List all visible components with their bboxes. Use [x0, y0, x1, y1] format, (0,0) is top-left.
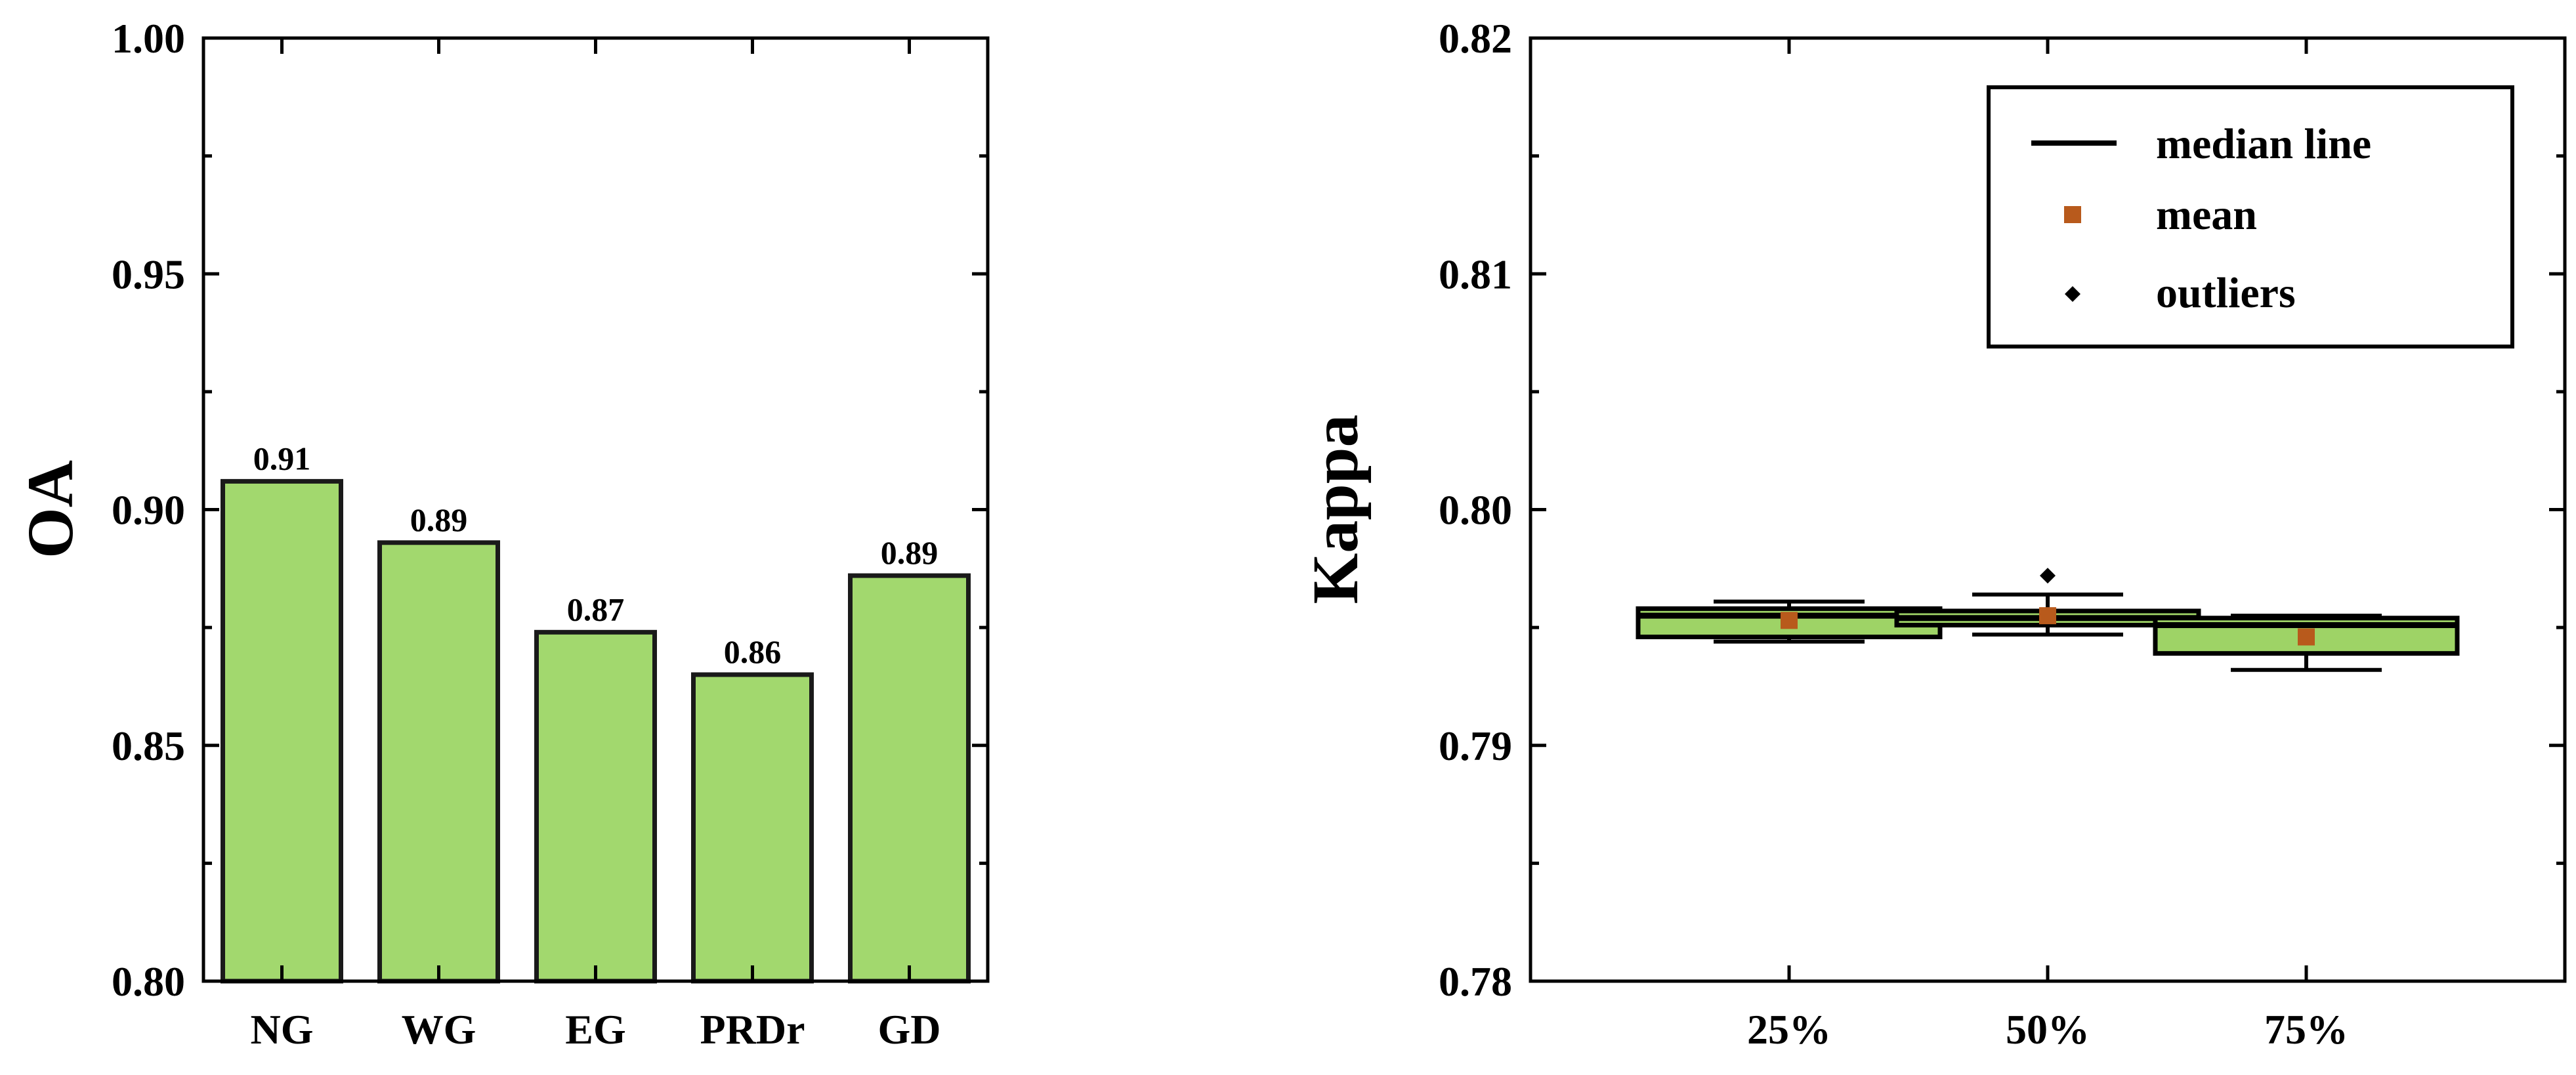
bar-x-tick-label: PRDr — [700, 1006, 805, 1053]
legend-outliers-label: outliers — [2156, 269, 2296, 317]
box-plot-frame — [1529, 36, 2567, 983]
bar-plot-frame — [201, 36, 990, 983]
bar-y-tick-label: 0.95 — [112, 251, 185, 297]
box-y-axis-title: Kappa — [1299, 414, 1372, 604]
bar-gd — [848, 573, 971, 984]
bar-y-tick-label: 0.85 — [112, 723, 185, 769]
box-y-tick-label: 0.81 — [1439, 251, 1512, 297]
box-group-25pct — [1636, 599, 1943, 644]
legend-outlier-swatch — [2065, 286, 2080, 302]
bar-x-tick-label: NG — [251, 1006, 314, 1053]
legend-mean-swatch — [2064, 206, 2081, 223]
box-y-tick-label: 0.78 — [1439, 958, 1512, 1005]
bar-x-tick-label: EG — [565, 1006, 625, 1053]
bar-wg — [377, 540, 500, 984]
legend-median-line-label: median line — [2156, 120, 2371, 168]
bar-marks: 0.91 0.89 0.87 0.86 0.89 — [221, 440, 971, 984]
legend: median line mean outliers — [1987, 85, 2514, 348]
bar-data-label: 0.91 — [253, 440, 311, 476]
bar-x-tick-label: GD — [878, 1006, 941, 1053]
bar-data-label: 0.86 — [724, 633, 782, 670]
box-x-tick-label: 50% — [2006, 1006, 2090, 1053]
bar-y-tick-label: 0.80 — [112, 958, 185, 1005]
oa-bar-chart: 0.91 0.89 0.87 0.86 0.89 0.80 0.85 0.90 0.95 1.0… — [14, 15, 990, 1053]
bar-ng — [221, 478, 343, 984]
box-y-tick-label: 0.80 — [1439, 487, 1512, 534]
box-marks — [1636, 568, 2460, 672]
bar-prdr — [691, 672, 814, 984]
bar-data-label: 0.89 — [881, 534, 939, 571]
mean-marker — [1781, 612, 1798, 629]
kappa-box-plot: 0.78 0.79 0.80 0.81 0.82 25% 50% 75% Kappa medi… — [1299, 15, 2567, 1053]
bar-y-axis-title: OA — [14, 460, 87, 559]
box-group-75pct — [2153, 614, 2460, 672]
bar-x-tick-label: WG — [402, 1006, 476, 1053]
bar-axis-ticks: 0.80 0.85 0.90 0.95 1.00 NG WG EG PRDr GD — [112, 15, 988, 1053]
bar-data-label: 0.89 — [410, 501, 468, 538]
box-y-tick-label: 0.82 — [1439, 15, 1512, 62]
box-x-tick-label: 75% — [2264, 1006, 2348, 1053]
bar-y-tick-label: 0.90 — [112, 487, 185, 534]
bar-eg — [534, 629, 657, 984]
bar-y-tick-label: 1.00 — [112, 15, 185, 62]
outlier-marker — [2040, 568, 2056, 584]
mean-marker — [2039, 607, 2056, 625]
legend-mean-label: mean — [2156, 191, 2257, 239]
mean-marker — [2298, 628, 2315, 646]
bar-data-label: 0.87 — [567, 591, 625, 627]
box-y-tick-label: 0.79 — [1439, 723, 1512, 769]
box-x-tick-label: 25% — [1747, 1006, 1831, 1053]
